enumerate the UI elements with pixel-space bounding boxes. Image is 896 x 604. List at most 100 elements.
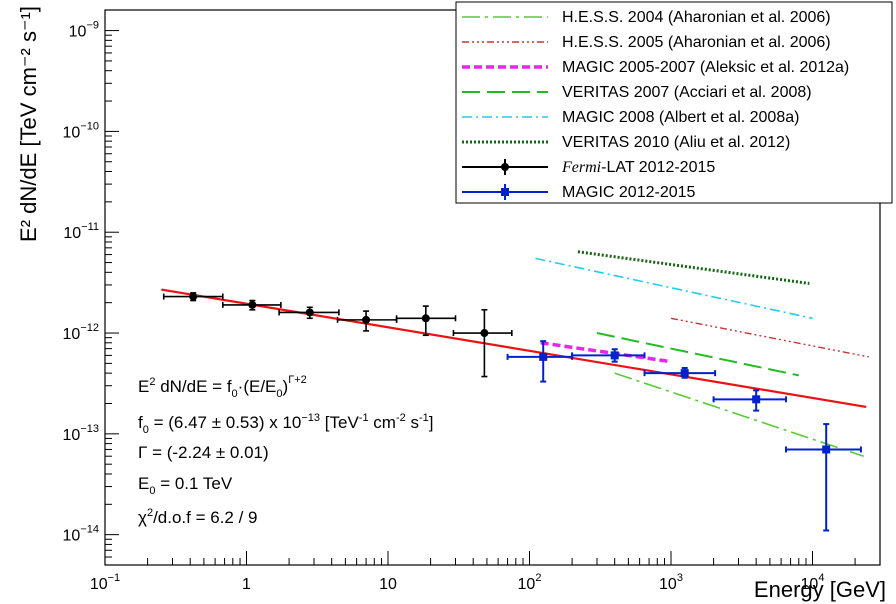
y-tick-base: 10: [63, 124, 81, 141]
x-tick-exp: 2: [535, 572, 541, 584]
magic-2012-point: [539, 352, 548, 361]
ann-l5-c: /d.o.f = 6.2 / 9: [153, 508, 257, 527]
y-tick-label: 10−10: [63, 120, 99, 141]
curve-series-4: [535, 257, 813, 320]
x-tick-base: 10: [659, 576, 677, 593]
ann-l2-f: -1: [359, 412, 369, 424]
magic-2012-point: [752, 395, 761, 404]
ann-l1-e: ·(E/E: [238, 377, 277, 396]
ann-l2-b: 0: [143, 424, 149, 436]
x-tick-label: 1: [242, 576, 251, 593]
y-tick-base: 10: [63, 326, 81, 343]
y-tick-exp: −10: [80, 120, 99, 132]
y-tick-base: 10: [69, 24, 87, 41]
fermi-lat-point: [248, 300, 257, 309]
ann-l1-g: ): [283, 377, 289, 396]
x-tick-exp: −1: [108, 572, 121, 584]
fermi-lat-point: [480, 329, 489, 338]
ann-l1-b: 2: [149, 376, 155, 388]
ann-l4-a: E: [138, 474, 149, 493]
ann-l2-a: f: [138, 413, 143, 432]
ann-l2-e: [TeV: [320, 413, 359, 432]
y-tick-exp: −11: [81, 221, 99, 233]
y-tick-exp: −12: [80, 322, 99, 334]
ann-l2-i: s: [406, 413, 419, 432]
fit-chi2: χ2/d.o.f = 6.2 / 9: [138, 507, 258, 527]
curve-series-0: [614, 372, 864, 457]
ann-l1-c: dN/dE = f: [155, 377, 231, 396]
fermi-lat-point: [421, 314, 430, 323]
legend-entry-hess-2004: H.E.S.S. 2004 (Aharonian et al. 2006): [562, 9, 831, 26]
ann-l2-c: = (6.47 ± 0.53) x 10: [149, 413, 302, 432]
legend-box: [455, 1, 893, 204]
y-tick-base: 10: [63, 528, 81, 545]
x-tick-label: 10: [379, 576, 397, 593]
ann-l1-d: 0: [232, 388, 238, 400]
y-tick-label: 10−12: [63, 322, 99, 343]
legend-marker-7: [501, 188, 509, 196]
y-tick-label: 10−14: [63, 524, 99, 545]
y-tick-exp: −14: [80, 524, 99, 536]
fit-gamma: Γ = (-2.24 ± 0.01): [138, 443, 269, 462]
ann-l2-k: ]: [429, 413, 434, 432]
x-tick-label: 102: [518, 572, 542, 593]
x-tick-exp: 3: [677, 572, 683, 584]
tick-labels: 10−1 1 10 102 103 10410−1410−1310−1210−1110−1…: [63, 20, 825, 593]
magic-2012-point: [822, 445, 831, 454]
y-tick-label: 10−9: [69, 20, 99, 41]
y-tick-base: 10: [63, 225, 81, 242]
x-tick-base: 10: [801, 576, 819, 593]
ann-l1-h: Γ+2: [288, 374, 307, 386]
curve-series-3: [596, 332, 799, 377]
legend-entry-fermi-lat: Fermi-LAT 2012-2015: [561, 159, 715, 176]
legend-fermi-rest: -LAT 2012-2015: [601, 159, 715, 176]
legend-samples: [462, 16, 548, 200]
y-axis-label: E² dN/dE [TeV cm⁻² s⁻¹]: [16, 6, 41, 242]
ann-l1-a: E: [138, 377, 149, 396]
fit-annotations: E2 dN/dE = f0·(E/E0)Γ+2 f0 = (6.47 ± 0.5…: [138, 374, 434, 527]
legend-entry-magic-2008: MAGIC 2008 (Albert et al. 2008a): [562, 109, 799, 126]
ann-l2-h: -2: [396, 412, 406, 424]
legend-marker-6: [501, 163, 509, 171]
x-tick-label: 104: [801, 572, 825, 593]
legend-entry-magic-2012: MAGIC 2012-2015: [562, 184, 696, 201]
x-tick-label: 103: [659, 572, 683, 593]
x-tick-base: 10: [518, 576, 536, 593]
fit-e0: E0 = 0.1 TeV: [138, 474, 233, 497]
y-tick-label: 10−13: [63, 423, 99, 444]
fermi-lat-point: [362, 315, 371, 324]
ann-l5-b: 2: [147, 507, 153, 519]
ann-l4-c: = 0.1 TeV: [155, 474, 232, 493]
ann-l2-j: -1: [419, 412, 429, 424]
ann-l5-a: χ: [138, 508, 147, 527]
curve-series-5: [577, 250, 810, 285]
x-axis-label: Energy [GeV]: [754, 577, 886, 602]
fermi-lat-point: [305, 308, 314, 317]
x-tick-label: 10−1: [90, 572, 120, 593]
ann-l2-d: −13: [301, 412, 320, 424]
curve-series-2: [540, 341, 672, 364]
legend-entry-veritas-2010: VERITAS 2010 (Aliu et al. 2012): [562, 134, 790, 151]
legend-entry-veritas-2007: VERITAS 2007 (Acciari et al. 2008): [562, 84, 812, 101]
legend-entry-magic-2005: MAGIC 2005-2007 (Aleksic et al. 2012a): [562, 59, 849, 76]
legend-fermi-italic: Fermi: [561, 159, 601, 176]
y-tick-exp: −9: [86, 20, 99, 32]
fermi-lat-point: [189, 292, 198, 301]
ann-l1-f: 0: [276, 388, 282, 400]
curve-series-1: [670, 317, 869, 358]
y-tick-base: 10: [63, 427, 81, 444]
y-tick-label: 10−11: [63, 221, 99, 242]
magic-2012-point: [610, 351, 619, 360]
axes-ticks: [104, 30, 881, 566]
x-tick-exp: 4: [818, 572, 824, 584]
fit-f0: f0 = (6.47 ± 0.53) x 10−13 [TeV-1 cm-2 s…: [138, 412, 434, 436]
ann-l2-g: cm: [369, 413, 396, 432]
magic-2012-point: [680, 369, 689, 378]
legend-entry-hess-2005: H.E.S.S. 2005 (Aharonian et al. 2006): [562, 34, 831, 51]
y-tick-exp: −13: [80, 423, 99, 435]
legend: H.E.S.S. 2004 (Aharonian et al. 2006) H.…: [455, 1, 893, 204]
x-tick-base: 10: [379, 576, 397, 593]
fermi-lat-points: [162, 292, 513, 378]
x-tick-base: 1: [242, 576, 251, 593]
